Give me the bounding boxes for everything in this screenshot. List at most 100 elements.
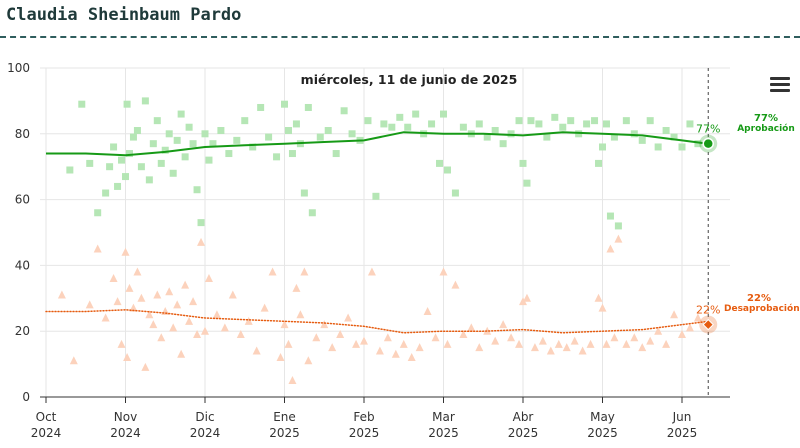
data-point-approval (66, 166, 74, 174)
data-point-disapproval (85, 300, 94, 309)
title-divider (0, 36, 800, 38)
data-point-approval (475, 120, 483, 128)
data-point-disapproval (109, 274, 118, 283)
trend-line-disapproval (45, 309, 709, 334)
data-point-disapproval (121, 247, 130, 256)
data-point-approval (602, 120, 610, 128)
data-point-disapproval (244, 316, 253, 325)
data-point-approval (412, 110, 420, 118)
data-point-approval (201, 130, 209, 138)
data-point-approval (153, 117, 161, 125)
trend-lines (45, 131, 709, 334)
data-point-approval (662, 127, 670, 135)
data-point-disapproval (399, 339, 408, 348)
x-tick-label: Oct (36, 410, 57, 424)
data-point-approval (141, 97, 149, 105)
data-point-disapproval (515, 339, 524, 348)
crosshair: 77% 22% (696, 68, 720, 397)
data-point-approval (630, 130, 638, 138)
data-point-disapproval (260, 303, 269, 312)
hamburger-bar (770, 89, 790, 92)
approval-chart[interactable]: 0 20 40 60 80 100 Oct 2024 Nov 2024 Dic 2024 Ene 2025… (0, 40, 800, 448)
data-point-disapproval (538, 336, 547, 345)
data-point-approval (225, 150, 233, 158)
data-point-disapproval (276, 353, 285, 362)
x-tick-label: Mar (432, 410, 455, 424)
data-point-disapproval (522, 293, 531, 302)
data-point-disapproval (193, 329, 202, 338)
x-tick-label: Abr (513, 410, 534, 424)
data-point-approval (583, 120, 591, 128)
data-point-disapproval (598, 303, 607, 312)
data-point-disapproval (236, 329, 245, 338)
y-tick-label: 0 (22, 390, 30, 404)
data-point-approval (114, 182, 122, 190)
data-point-disapproval (375, 346, 384, 355)
data-point-approval (145, 176, 153, 184)
data-point-approval (340, 107, 348, 115)
data-point-approval (205, 156, 213, 164)
data-point-disapproval (602, 339, 611, 348)
x-tick-label: 2025 (587, 426, 618, 440)
x-tick-label: 2025 (428, 426, 459, 440)
hamburger-bar (770, 83, 790, 86)
data-point-approval (610, 133, 618, 141)
data-point-approval (284, 127, 292, 135)
data-point-approval (118, 156, 126, 164)
data-point-disapproval (123, 353, 132, 362)
data-point-approval (519, 159, 527, 167)
data-point-disapproval (181, 280, 190, 289)
data-point-approval (133, 127, 141, 135)
crosshair-date-label: miércoles, 11 de junio de 2025 (301, 72, 518, 87)
data-point-approval (459, 123, 467, 131)
x-tick-label: Jun (672, 410, 692, 424)
x-tick-label: 2025 (667, 426, 698, 440)
data-point-approval (499, 140, 507, 148)
data-point-approval (678, 143, 686, 151)
data-point-disapproval (451, 280, 460, 289)
data-point-approval (169, 169, 177, 177)
x-tick-label: Nov (114, 410, 137, 424)
legend-approval[interactable]: 77% Aprobación (736, 113, 796, 134)
data-point-disapproval (204, 274, 213, 283)
data-point-approval (595, 159, 603, 167)
x-tick-label: 2025 (508, 426, 539, 440)
data-point-disapproval (443, 339, 452, 348)
data-point-disapproval (173, 300, 182, 309)
data-point-disapproval (153, 290, 162, 299)
data-point-disapproval (610, 333, 619, 342)
data-point-approval (527, 117, 535, 125)
data-point-approval (257, 103, 265, 111)
data-point-disapproval (189, 297, 198, 306)
page-title: Claudia Sheinbaum Pardo (6, 5, 242, 25)
data-point-disapproval (304, 356, 313, 365)
data-point-disapproval (391, 349, 400, 358)
data-point-approval (551, 113, 559, 121)
data-point-disapproval (467, 323, 476, 332)
data-point-approval (428, 120, 436, 128)
legend-disapproval[interactable]: 22% Desaprobación (724, 293, 800, 314)
data-point-disapproval (670, 310, 679, 319)
data-point-disapproval (57, 290, 66, 299)
hover-marker-approval (702, 137, 714, 150)
data-point-disapproval (360, 336, 368, 345)
data-point-disapproval (491, 336, 500, 345)
y-tick-label: 80 (15, 127, 30, 141)
data-point-approval (670, 133, 678, 141)
data-point-approval (185, 123, 193, 131)
data-point-approval (288, 150, 296, 158)
chart-menu-button[interactable] (770, 77, 790, 93)
data-point-approval (273, 153, 281, 161)
data-point-disapproval (320, 320, 329, 329)
data-point-approval (102, 189, 110, 197)
x-tick-label: 2024 (110, 426, 141, 440)
hover-value-disapproval: 22% (696, 304, 720, 317)
data-point-disapproval (638, 343, 647, 352)
data-point-approval (694, 140, 702, 148)
data-point-approval (396, 113, 404, 121)
data-point-approval (233, 136, 241, 144)
data-point-approval (125, 150, 133, 158)
data-point-disapproval (125, 283, 134, 292)
data-point-approval (638, 136, 646, 144)
data-point-disapproval (586, 339, 595, 348)
